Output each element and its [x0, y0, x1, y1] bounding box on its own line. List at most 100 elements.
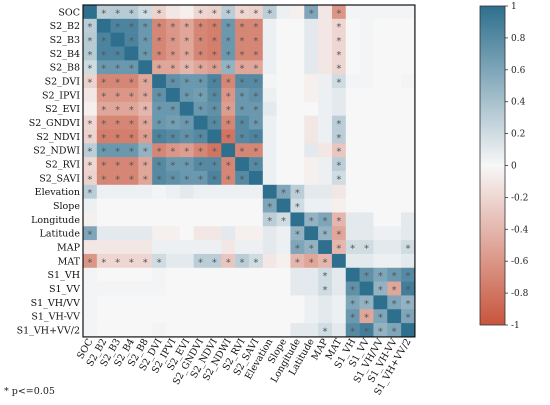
heatmap-cell: [248, 5, 264, 20]
heatmap-cell: [96, 295, 111, 310]
heatmap-cell: [83, 323, 98, 338]
heatmap-cell: [165, 143, 181, 158]
heatmap-cell: [221, 18, 236, 33]
heatmap-cell: [179, 323, 194, 338]
significance-star: *: [115, 64, 120, 75]
heatmap-cell: [373, 143, 388, 158]
heatmap-cell: [290, 46, 305, 61]
significance-star: *: [240, 119, 245, 130]
heatmap-cell: [401, 226, 416, 241]
significance-star: *: [184, 91, 189, 102]
heatmap-cell: [221, 226, 236, 241]
significance-star: *: [157, 174, 162, 185]
heatmap-cell: [96, 87, 111, 103]
heatmap-cell: [235, 240, 250, 255]
heatmap-cell: [345, 170, 360, 186]
heatmap-cell: [401, 253, 416, 269]
heatmap-cell: [262, 157, 277, 172]
significance-star: *: [184, 119, 189, 130]
heatmap-cell: [96, 198, 111, 213]
significance-star: *: [323, 271, 328, 282]
heatmap-cell: [401, 295, 416, 310]
heatmap-cell: [152, 253, 167, 269]
significance-star: *: [406, 285, 411, 296]
heatmap-cell: [387, 32, 402, 47]
heatmap-cell: [193, 129, 208, 144]
heatmap-cell: [290, 212, 305, 227]
significance-star: *: [240, 36, 245, 47]
significance-star: *: [253, 8, 258, 19]
heatmap-cell: [193, 240, 208, 255]
colorbar-tick-label: -1: [511, 321, 520, 331]
heatmap-cell: [276, 32, 291, 47]
significance-star: *: [87, 188, 92, 199]
heatmap-cell: [96, 170, 111, 186]
row-label: SOC: [58, 7, 80, 18]
heatmap-cell: [373, 60, 388, 75]
heatmap-cell: [152, 212, 167, 227]
heatmap-cell: [179, 18, 194, 33]
significance-star: *: [253, 133, 258, 144]
colorbar-tick-label: 0.6: [511, 66, 526, 76]
heatmap-cell: [304, 295, 319, 310]
heatmap-cell: [290, 74, 305, 89]
heatmap-cell: [110, 129, 125, 144]
significance-star: *: [101, 133, 106, 144]
heatmap-frame: [82, 4, 416, 338]
heatmap-cell: [83, 281, 98, 296]
heatmap-cell: [221, 198, 236, 213]
heatmap-cell: [235, 170, 250, 186]
significance-star: *: [253, 91, 258, 102]
colorbar-tick-label: 0.2: [511, 130, 525, 140]
heatmap-cell: [331, 18, 347, 33]
heatmap-cell: [248, 60, 264, 75]
significance-star: *: [336, 133, 341, 144]
significance-star: *: [323, 216, 328, 227]
row-label: S2_GNDVI: [29, 118, 81, 129]
heatmap-cell: [401, 281, 416, 296]
significance-star: *: [170, 174, 175, 185]
heatmap-cell: [179, 5, 194, 20]
heatmap-cell: [179, 309, 194, 324]
significance-star: *: [240, 105, 245, 116]
heatmap-cell: [373, 129, 388, 144]
heatmap-cell: [304, 170, 319, 186]
heatmap-cell: [304, 18, 319, 33]
heatmap-cell: [207, 212, 222, 227]
significance-star: *: [226, 174, 231, 185]
heatmap-cell: [387, 226, 402, 241]
heatmap-cell: [276, 143, 291, 158]
significance-star: *: [267, 216, 272, 227]
heatmap-cell: [387, 5, 402, 20]
heatmap-cell: [179, 32, 194, 47]
heatmap-cell: [179, 184, 194, 199]
heatmap-cell: [345, 184, 360, 199]
heatmap-cell: [207, 240, 222, 255]
significance-star: *: [212, 257, 217, 268]
heatmap-cell: [165, 5, 181, 20]
heatmap-cell: [345, 295, 360, 310]
heatmap-cell: [235, 18, 250, 33]
heatmap-cell: [304, 267, 319, 282]
significance-star: *: [170, 161, 175, 172]
significance-star: *: [198, 8, 203, 19]
heatmap-cell: [179, 143, 194, 158]
heatmap-cell: [83, 309, 98, 324]
significance-star: *: [226, 161, 231, 172]
significance-star: *: [212, 78, 217, 89]
heatmap-cell: [83, 143, 98, 158]
heatmap-cell: [331, 60, 347, 75]
heatmap-cell: [83, 198, 98, 213]
significance-star: *: [87, 161, 92, 172]
heatmap-cell: [318, 281, 333, 296]
significance-star: *: [101, 147, 106, 158]
significance-star: *: [198, 50, 203, 61]
significance-star: *: [406, 271, 411, 282]
heatmap-cell: [138, 157, 153, 172]
heatmap-cell: [276, 18, 291, 33]
significance-star: *: [309, 244, 314, 255]
significance-star: *: [115, 119, 120, 130]
heatmap-cell: [179, 129, 194, 144]
heatmap-cell: [248, 18, 264, 33]
heatmap-cell: [207, 129, 222, 144]
